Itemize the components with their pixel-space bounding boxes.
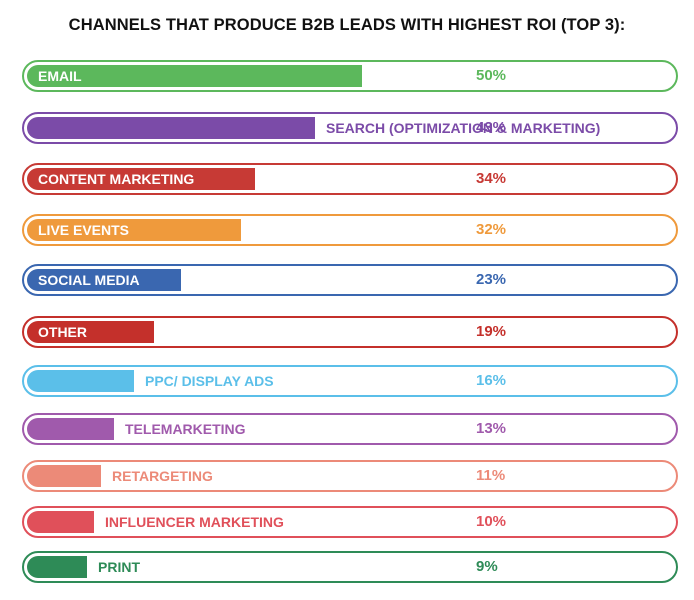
value-label: 43% bbox=[476, 119, 507, 136]
bar-row: PRINT 9% bbox=[22, 551, 678, 583]
bar bbox=[27, 418, 114, 440]
bar bbox=[27, 370, 134, 392]
value-label: 13% bbox=[476, 420, 507, 437]
category-label: PRINT bbox=[98, 559, 140, 575]
bar bbox=[27, 511, 94, 533]
value-label: 19% bbox=[476, 323, 507, 340]
category-label: INFLUENCER MARKETING bbox=[105, 514, 284, 530]
value-label: 10% bbox=[476, 513, 507, 530]
bar bbox=[27, 321, 154, 343]
value-label: 50% bbox=[476, 67, 507, 84]
bar-row: CONTENT MARKETING 34% bbox=[22, 163, 678, 195]
category-label: EMAIL bbox=[38, 68, 82, 84]
bar bbox=[27, 219, 241, 241]
bar-row: SEARCH (OPTIMIZATION & MARKETING) 43% bbox=[22, 112, 678, 144]
bar bbox=[27, 117, 315, 139]
value-label: 16% bbox=[476, 372, 507, 389]
bar bbox=[27, 65, 362, 87]
value-label: 34% bbox=[476, 170, 507, 187]
bar bbox=[27, 556, 87, 578]
category-label: SEARCH (OPTIMIZATION & MARKETING) bbox=[326, 120, 601, 136]
category-label: LIVE EVENTS bbox=[38, 222, 130, 238]
value-label: 11% bbox=[476, 467, 506, 484]
value-label: 23% bbox=[476, 271, 507, 288]
bar-row: SOCIAL MEDIA 23% bbox=[22, 264, 678, 296]
bar-row: OTHER 19% bbox=[22, 316, 678, 348]
bar-row: EMAIL 50% bbox=[22, 60, 678, 92]
bar bbox=[27, 168, 255, 190]
bar-row: INFLUENCER MARKETING 10% bbox=[22, 506, 678, 538]
chart-title: CHANNELS THAT PRODUCE B2B LEADS WITH HIG… bbox=[68, 16, 626, 34]
bar-row: LIVE EVENTS 32% bbox=[22, 214, 678, 246]
category-label: PPC/ DISPLAY ADS bbox=[145, 373, 274, 389]
category-label: CONTENT MARKETING bbox=[38, 171, 195, 187]
value-label: 32% bbox=[476, 221, 507, 238]
bar-row: RETARGETING 11% bbox=[22, 460, 678, 492]
bar bbox=[27, 269, 181, 291]
bar bbox=[27, 465, 101, 487]
category-label: SOCIAL MEDIA bbox=[38, 272, 140, 288]
bar-row: PPC/ DISPLAY ADS 16% bbox=[22, 365, 678, 397]
category-label: RETARGETING bbox=[112, 468, 213, 484]
category-label: OTHER bbox=[38, 324, 87, 340]
category-label: TELEMARKETING bbox=[125, 421, 246, 437]
value-label: 9% bbox=[476, 558, 498, 575]
bar-row: TELEMARKETING 13% bbox=[22, 413, 678, 445]
